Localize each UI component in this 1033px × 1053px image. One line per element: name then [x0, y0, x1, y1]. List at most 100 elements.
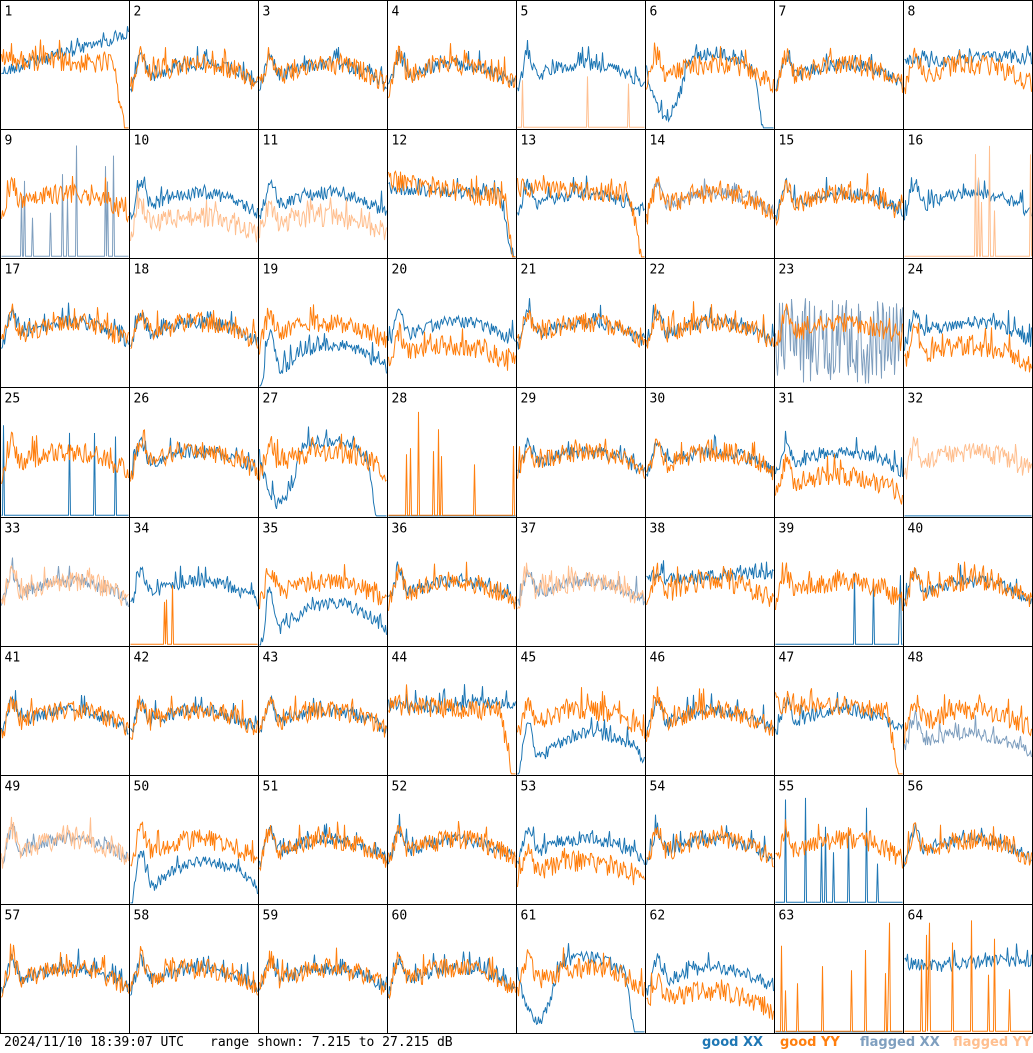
- series-yy-20: [388, 321, 516, 371]
- panel-label-29: 29: [521, 392, 537, 407]
- series-yy-25: [1, 431, 129, 485]
- panel-label-11: 11: [263, 134, 279, 149]
- panel-24: 24: [903, 258, 1033, 388]
- series-xx-20: [388, 308, 516, 344]
- panel-17: 17: [0, 258, 130, 388]
- series-xx-27: [259, 426, 387, 517]
- panel-frame-26: [129, 387, 259, 518]
- panel-label-21: 21: [521, 263, 537, 278]
- series-yy-58: [130, 945, 258, 996]
- panel-frame-64: [903, 904, 1033, 1034]
- panel-28: 28: [387, 387, 517, 518]
- panel-label-47: 47: [779, 651, 795, 666]
- legend-flagged-yy: flagged YY: [953, 1035, 1032, 1050]
- panel-37: 37: [516, 517, 646, 647]
- panel-48: 48: [903, 646, 1033, 776]
- panel-62: 62: [645, 904, 775, 1034]
- panel-64: 64: [903, 904, 1033, 1034]
- panel-label-8: 8: [908, 5, 916, 20]
- series-yy-37: [517, 562, 645, 610]
- series-yy-32: [904, 436, 1032, 480]
- panel-frame-41: [0, 646, 130, 776]
- panel-label-57: 57: [5, 909, 21, 924]
- series-yy-35: [259, 564, 387, 610]
- panel-frame-51: [258, 775, 388, 905]
- series-yy-41: [1, 696, 129, 739]
- panel-label-31: 31: [779, 392, 795, 407]
- panel-38: 38: [645, 517, 775, 647]
- panel-57: 57: [0, 904, 130, 1034]
- panel-label-2: 2: [134, 5, 142, 20]
- legend-good-yy: good YY: [780, 1035, 840, 1050]
- series-yy-3: [259, 47, 387, 92]
- panel-18: 18: [129, 258, 259, 388]
- series-yy-44: [388, 684, 516, 775]
- series-xx-34: [130, 565, 258, 607]
- panel-29: 29: [516, 387, 646, 518]
- series-yy-54: [646, 825, 774, 868]
- panel-label-61: 61: [521, 909, 537, 924]
- panel-14: 14: [645, 129, 775, 259]
- panel-label-16: 16: [908, 134, 924, 149]
- series-yy-23: [775, 303, 903, 351]
- panel-label-50: 50: [134, 780, 150, 795]
- series-xx-39: [775, 573, 903, 645]
- panel-10: 10: [129, 129, 259, 259]
- panel-label-55: 55: [779, 780, 795, 795]
- series-xx-25: [1, 425, 129, 516]
- series-yy-42: [130, 695, 258, 740]
- series-yy-38: [646, 562, 774, 607]
- panel-39: 39: [774, 517, 904, 647]
- panel-2: 2: [129, 0, 259, 130]
- series-xx-47: [775, 692, 903, 735]
- series-yy-9: [1, 175, 129, 223]
- panel-label-36: 36: [392, 522, 408, 537]
- panel-21: 21: [516, 258, 646, 388]
- panel-label-41: 41: [5, 651, 21, 666]
- panel-label-25: 25: [5, 392, 21, 407]
- panel-label-40: 40: [908, 522, 924, 537]
- panel-label-7: 7: [779, 5, 787, 20]
- series-yy-63: [775, 922, 903, 1032]
- series-yy-7: [775, 47, 903, 93]
- panel-label-62: 62: [650, 909, 666, 924]
- panel-label-35: 35: [263, 522, 279, 537]
- series-xx-10: [130, 176, 258, 221]
- series-yy-49: [1, 816, 129, 869]
- panel-33: 33: [0, 517, 130, 647]
- panel-label-19: 19: [263, 263, 279, 278]
- panel-label-38: 38: [650, 522, 666, 537]
- panel-32: 32: [903, 387, 1033, 518]
- panel-45: 45: [516, 646, 646, 776]
- panel-49: 49: [0, 775, 130, 905]
- panel-label-20: 20: [392, 263, 408, 278]
- panel-41: 41: [0, 646, 130, 776]
- panel-22: 22: [645, 258, 775, 388]
- series-yy-24: [904, 322, 1032, 373]
- series-yy-18: [130, 309, 258, 349]
- series-yy-8: [904, 47, 1032, 95]
- series-yy-11: [259, 197, 387, 241]
- series-yy-16: [904, 145, 1032, 257]
- series-xx-35: [259, 586, 387, 646]
- panel-label-27: 27: [263, 392, 279, 407]
- series-yy-17: [1, 303, 129, 344]
- panel-label-59: 59: [263, 909, 279, 924]
- panel-59: 59: [258, 904, 388, 1034]
- series-yy-12: [388, 170, 516, 258]
- panel-label-6: 6: [650, 5, 658, 20]
- series-yy-59: [259, 947, 387, 995]
- panel-frame-55: [774, 775, 904, 905]
- panel-7: 7: [774, 0, 904, 130]
- panel-26: 26: [129, 387, 259, 518]
- series-yy-57: [1, 943, 129, 998]
- panel-label-24: 24: [908, 263, 924, 278]
- panel-frame-24: [903, 258, 1033, 388]
- series-yy-51: [259, 821, 387, 872]
- series-yy-27: [259, 433, 387, 482]
- panel-frame-5: [516, 0, 646, 130]
- panel-label-42: 42: [134, 651, 150, 666]
- panel-23: 23: [774, 258, 904, 388]
- series-yy-31: [775, 453, 903, 505]
